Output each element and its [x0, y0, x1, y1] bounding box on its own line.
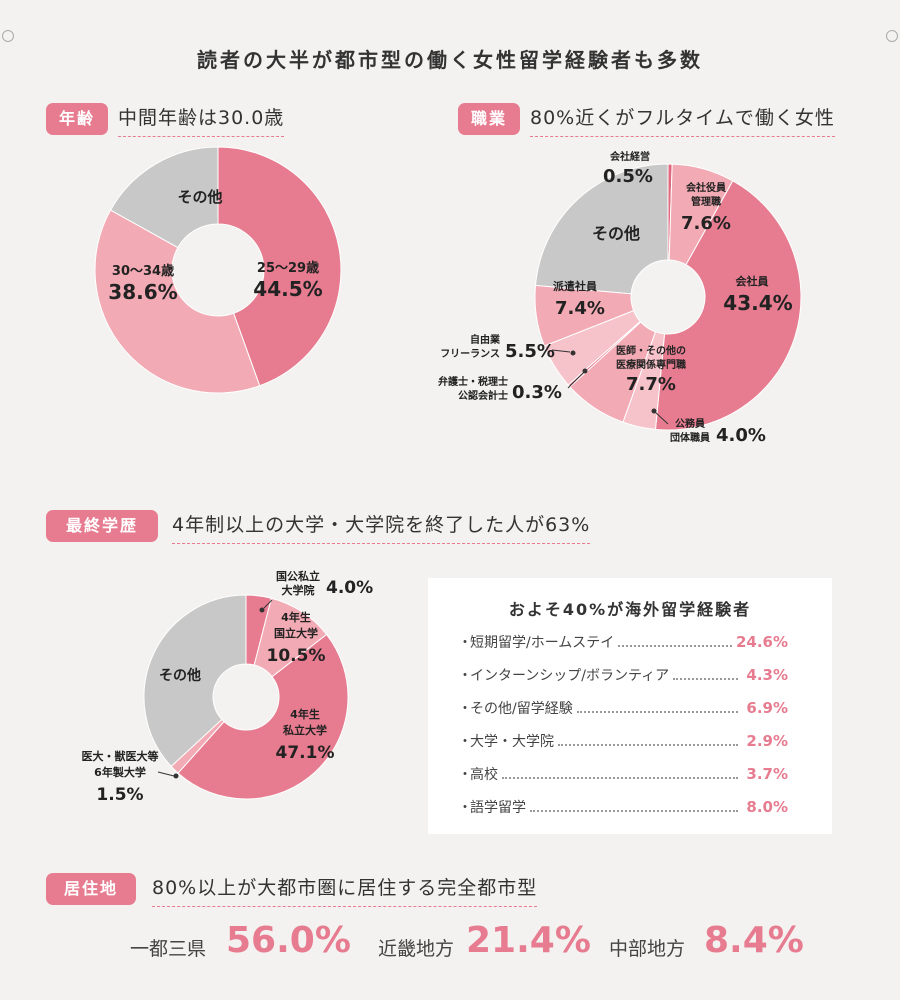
job-leader-civil — [654, 411, 669, 425]
study-abroad-title: およそ40%が海外留学経験者 — [508, 600, 752, 619]
job-heading: 80%近くがフルタイムで働く女性 — [530, 103, 835, 137]
job-label-lawyer-1: 弁護士・税理士 — [438, 375, 508, 388]
study-abroad-box: およそ40%が海外留学経験者 ・短期留学/ホームステイ 24.6% ・インターンシ… — [428, 578, 832, 834]
edu-leader-medical — [157, 771, 175, 777]
edu-label-medical-2: 6年製大学 — [94, 765, 146, 779]
residence-value-kinki: 21.4% — [466, 920, 591, 961]
edu-label-other: その他 — [159, 667, 201, 684]
list-item: ・大学・大学院 2.9% — [458, 732, 788, 750]
job-label-manager-1: 会社役員 — [686, 181, 726, 194]
job-value-freelance: 5.5% — [505, 341, 555, 362]
job-leader-dot — [570, 350, 576, 356]
edu-label-private-1: 4年生 — [290, 707, 320, 721]
edu-value-national: 10.5% — [267, 646, 326, 666]
age-label-25-29: 25～29歳 — [257, 260, 319, 276]
job-label-other: その他 — [592, 224, 640, 243]
job-label-lawyer-2: 公認会計士 — [458, 389, 508, 402]
age-donut-chart — [94, 146, 342, 394]
job-label-civil-1: 公務員 — [675, 417, 705, 430]
corner-ornament — [2, 30, 14, 42]
age-badge: 年齢 — [46, 103, 108, 135]
job-badge: 職業 — [458, 103, 520, 135]
residence-label-kanto: 一都三県 — [130, 938, 207, 960]
job-label-executive: 会社経営 — [610, 150, 650, 163]
job-donut-chart — [534, 163, 802, 431]
residence-heading: 80%以上が大都市圏に居住する完全都市型 — [152, 873, 538, 907]
donut-slice — [143, 594, 247, 768]
residence-label-kinki: 近畿地方 — [378, 938, 455, 960]
age-label-30-34: 30～34歳 — [112, 263, 174, 279]
job-leader-lawyer — [567, 371, 585, 389]
job-value-civil: 4.0% — [716, 425, 766, 446]
job-value-employee: 43.4% — [723, 291, 792, 315]
donut-slice — [654, 180, 802, 431]
age-heading: 中間年齢は30.0歳 — [118, 103, 285, 137]
list-item: ・その他/留学経験 6.9% — [458, 699, 788, 717]
edu-leader-dot — [173, 773, 179, 779]
donut-slice — [177, 633, 349, 800]
job-value-lawyer: 0.3% — [512, 382, 562, 403]
job-leader-freelance — [551, 349, 571, 353]
age-value-25-29: 44.5% — [253, 277, 322, 301]
job-label-freelance-2: フリーランス — [440, 348, 500, 360]
job-value-executive: 0.5% — [603, 166, 653, 187]
job-label-medical-2: 医療関係専門職 — [616, 358, 686, 371]
edu-heading: 4年制以上の大学・大学院を終了した人が63% — [172, 510, 591, 544]
residence-value-chubu: 8.4% — [704, 920, 804, 961]
donut-slice — [534, 163, 669, 295]
edu-value-grad: 4.0% — [326, 578, 373, 598]
age-label-other: その他 — [177, 188, 222, 206]
edu-leader-grad — [263, 599, 273, 609]
job-label-temp: 派遣社員 — [553, 279, 597, 293]
job-value-temp: 7.4% — [555, 298, 605, 319]
donut-slice — [217, 146, 342, 387]
edu-leader-dot — [259, 607, 265, 613]
donut-slice — [94, 209, 261, 394]
education-donut-chart — [143, 594, 349, 800]
job-label-freelance-1: 自由業 — [470, 333, 501, 346]
page-title: 読者の大半が都市型の働く女性留学経験者も多数 — [197, 48, 703, 72]
list-item: ・高校 3.7% — [458, 765, 788, 783]
residence-label-chubu: 中部地方 — [609, 938, 686, 960]
edu-label-grad-2: 大学院 — [282, 583, 315, 597]
edu-value-medical: 1.5% — [96, 785, 143, 805]
job-leader-dot — [582, 368, 588, 374]
job-label-manager-2: 管理職 — [691, 195, 721, 208]
residence-value-kanto: 56.0% — [226, 920, 351, 961]
edu-value-private: 47.1% — [276, 743, 335, 763]
edu-label-national-2: 国立大学 — [274, 626, 318, 640]
job-value-manager: 7.6% — [681, 213, 731, 234]
residence-badge: 居住地 — [46, 873, 136, 905]
age-value-30-34: 38.6% — [108, 280, 177, 304]
edu-badge: 最終学歴 — [46, 510, 158, 542]
list-item: ・インターンシップ/ボランティア 4.3% — [458, 666, 788, 684]
job-label-employee: 会社員 — [736, 274, 769, 288]
edu-label-national-1: 4年生 — [281, 610, 311, 624]
job-leader-dot — [651, 408, 657, 414]
edu-label-grad-1: 国公私立 — [276, 569, 320, 583]
corner-ornament — [886, 30, 898, 42]
job-label-civil-2: 団体職員 — [670, 431, 710, 444]
list-item: ・語学留学 8.0% — [458, 798, 788, 816]
edu-label-private-2: 私立大学 — [283, 723, 327, 737]
donut-slice — [109, 146, 219, 249]
list-item: ・短期留学/ホームステイ 24.6% — [458, 633, 788, 651]
job-label-medical-1: 医師・その他の — [616, 344, 686, 357]
edu-label-medical-1: 医大・獣医大等 — [82, 749, 159, 763]
job-value-medical: 7.7% — [626, 374, 676, 395]
